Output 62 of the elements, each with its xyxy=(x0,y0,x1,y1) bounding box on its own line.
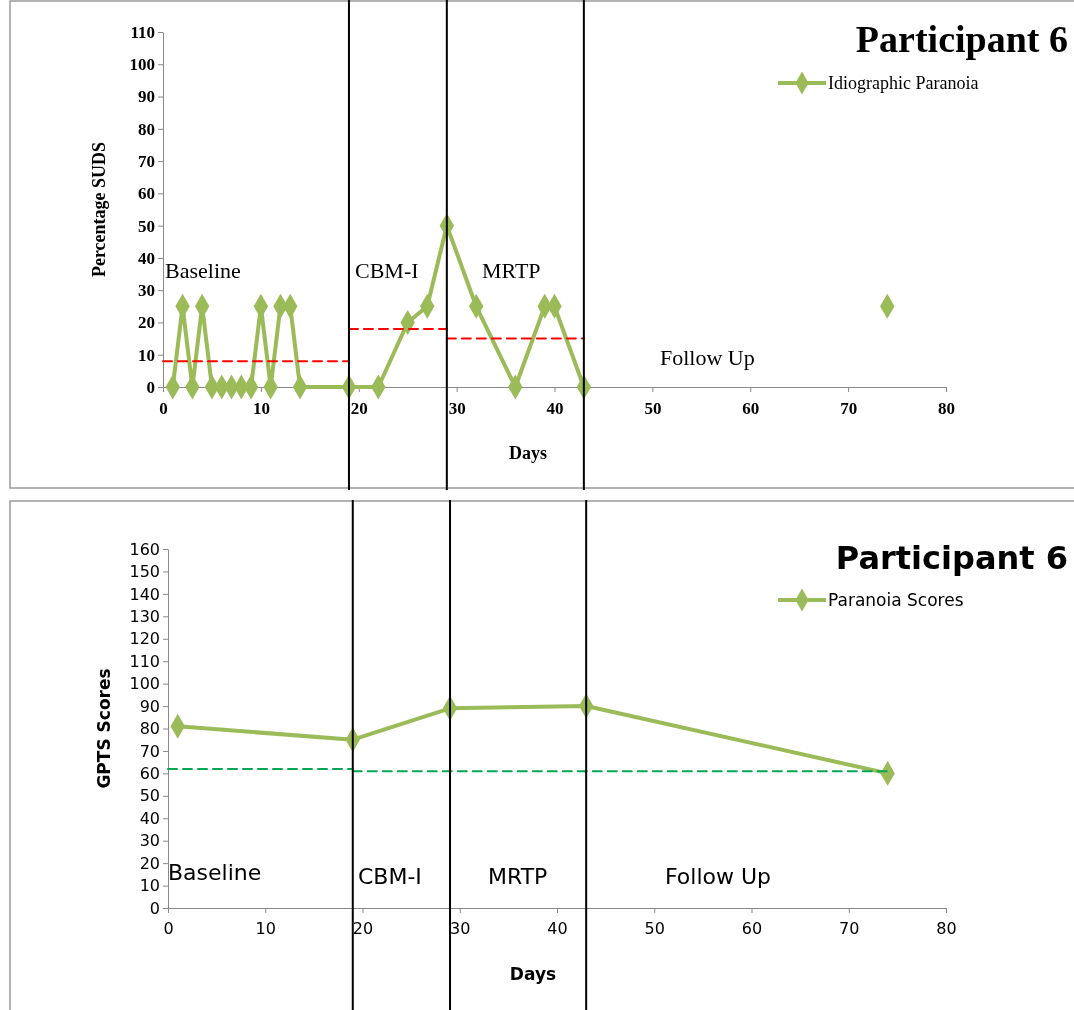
chart-title: Participant 6 xyxy=(855,18,1068,60)
x-tick-label: 30 xyxy=(450,918,471,938)
y-tick-label: 10 xyxy=(139,876,160,896)
x-tick-label: 0 xyxy=(163,918,174,938)
x-tick-label: 20 xyxy=(352,918,374,938)
annotation: Baseline xyxy=(168,859,262,885)
y-tick-label: 100 xyxy=(129,674,160,694)
y-tick-label: 130 xyxy=(129,606,160,626)
y-tick-label: 110 xyxy=(130,22,155,42)
annotation: CBM-I xyxy=(355,257,419,283)
legend-label: Paranoia Scores xyxy=(828,589,964,610)
y-axis-title: Percentage SUDS xyxy=(89,141,109,278)
x-tick-label: 80 xyxy=(936,918,957,938)
y-tick-label: 20 xyxy=(139,853,160,873)
y-tick-label: 150 xyxy=(129,562,160,582)
legend-label: Idiographic Paranoia xyxy=(828,73,979,94)
x-tick-label: 20 xyxy=(350,398,368,418)
y-tick-label: 80 xyxy=(138,119,155,139)
annotation: MRTP xyxy=(488,863,548,889)
y-tick-label: 90 xyxy=(138,87,155,107)
annotation: Baseline xyxy=(165,257,241,283)
x-tick-label: 70 xyxy=(840,398,858,418)
x-tick-label: 50 xyxy=(644,918,665,938)
annotation: Follow Up xyxy=(665,863,772,889)
y-tick-label: 50 xyxy=(139,786,160,806)
x-axis-title: Days xyxy=(508,443,548,463)
y-tick-label: 160 xyxy=(129,539,160,559)
x-tick-label: 10 xyxy=(255,918,276,938)
annotation: Follow Up xyxy=(660,344,755,370)
y-tick-label: 80 xyxy=(139,719,160,739)
y-tick-label: 0 xyxy=(149,898,160,918)
y-tick-label: 20 xyxy=(138,313,155,333)
y-tick-label: 0 xyxy=(146,377,155,397)
x-tick-label: 80 xyxy=(938,398,955,418)
x-tick-label: 40 xyxy=(547,918,568,938)
x-tick-label: 70 xyxy=(839,918,860,938)
x-tick-label: 40 xyxy=(546,398,564,418)
y-tick-label: 140 xyxy=(129,584,160,604)
y-tick-label: 60 xyxy=(138,184,155,204)
y-tick-label: 10 xyxy=(138,345,155,365)
y-axis-title: GPTS Scores xyxy=(94,668,114,789)
y-tick-label: 90 xyxy=(139,696,160,716)
y-tick-label: 100 xyxy=(129,55,155,75)
x-tick-label: 60 xyxy=(741,918,763,938)
y-tick-label: 70 xyxy=(138,152,155,172)
y-tick-label: 30 xyxy=(139,831,160,851)
annotation: CBM-I xyxy=(358,863,422,889)
x-tick-label: 50 xyxy=(644,398,662,418)
x-tick-label: 10 xyxy=(252,398,270,418)
y-tick-label: 40 xyxy=(138,248,155,268)
y-tick-label: 50 xyxy=(138,216,155,236)
x-tick-label: 30 xyxy=(448,398,466,418)
y-tick-label: 120 xyxy=(129,629,160,649)
x-tick-label: 60 xyxy=(742,398,760,418)
y-tick-label: 60 xyxy=(139,763,160,783)
chart-title: Participant 6 xyxy=(835,539,1068,577)
annotation: MRTP xyxy=(482,257,541,283)
y-tick-label: 40 xyxy=(139,808,160,828)
y-tick-label: 110 xyxy=(129,651,160,671)
x-axis-title: Days xyxy=(509,964,557,984)
y-tick-label: 30 xyxy=(138,281,155,301)
y-tick-label: 70 xyxy=(139,741,160,761)
